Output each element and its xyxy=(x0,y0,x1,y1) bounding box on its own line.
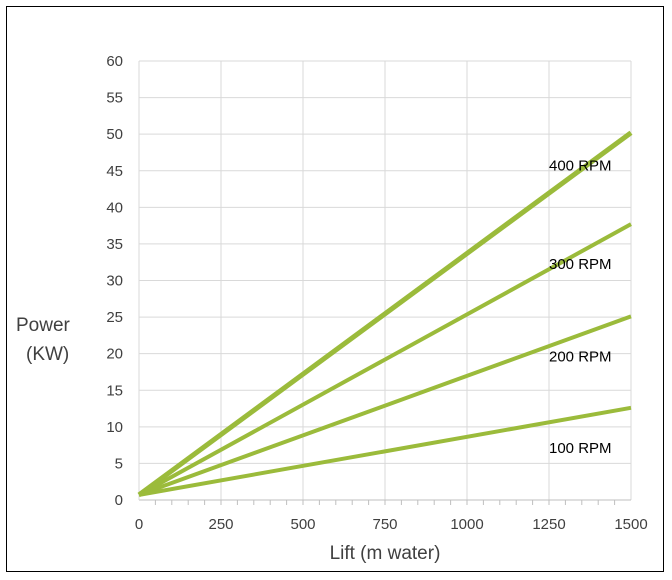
y-tick-label: 40 xyxy=(106,199,123,216)
series-label: 300 RPM xyxy=(549,256,612,273)
axes xyxy=(138,61,631,501)
x-axis-title: Lift (m water) xyxy=(330,543,441,564)
y-tick-label: 20 xyxy=(106,346,123,363)
y-tick-label: 5 xyxy=(115,455,123,472)
y-tick-label: 35 xyxy=(106,236,123,253)
y-tick-label: 60 xyxy=(106,53,123,70)
y-tick-label: 55 xyxy=(106,90,123,107)
y-tick-label: 10 xyxy=(106,419,123,436)
x-tick-label: 1500 xyxy=(614,516,647,533)
y-tick-label: 0 xyxy=(115,492,123,509)
series-line xyxy=(138,405,632,497)
series-line xyxy=(138,314,632,497)
series-labels: 400 RPM 300 RPM 200 RPM 100 RPM xyxy=(549,158,612,457)
x-tick-label: 500 xyxy=(290,516,315,533)
x-tick-label: 1250 xyxy=(532,516,565,533)
y-tick-label: 30 xyxy=(106,273,123,290)
series-label: 100 RPM xyxy=(549,440,612,457)
gridlines xyxy=(139,60,632,500)
series-lines xyxy=(137,130,633,497)
tick-labels: 0 5 10 15 20 25 30 35 40 45 50 55 60 0 250 500 750 1000 12… xyxy=(106,53,647,533)
x-tick-label: 750 xyxy=(372,516,397,533)
series-label: 400 RPM xyxy=(549,158,612,175)
series-label: 200 RPM xyxy=(549,348,612,365)
series-line xyxy=(138,222,632,497)
y-axis-title-line1: Power xyxy=(16,315,71,336)
series-line xyxy=(137,130,633,497)
y-tick-label: 15 xyxy=(106,382,123,399)
x-tick-label: 250 xyxy=(208,516,233,533)
y-tick-label: 45 xyxy=(106,163,123,180)
x-minor-ticks xyxy=(154,500,616,505)
y-tick-label: 50 xyxy=(106,126,123,143)
x-tick-label: 1000 xyxy=(450,516,483,533)
y-axis-title-line2: (KW) xyxy=(26,344,69,365)
y-tick-label: 25 xyxy=(106,309,123,326)
chart-frame xyxy=(6,6,664,572)
x-tick-label: 0 xyxy=(135,516,143,533)
